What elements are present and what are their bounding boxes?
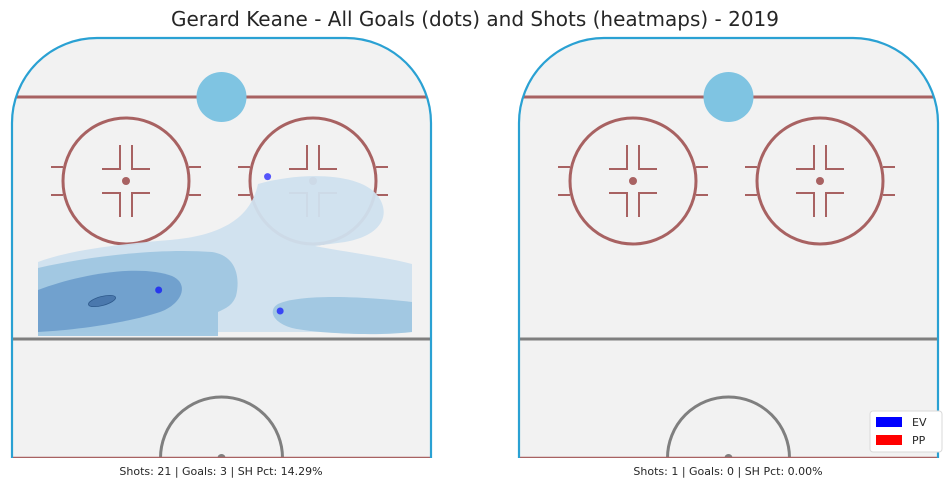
chart-title: Gerard Keane - All Goals (dots) and Shot… [171, 7, 779, 31]
center-dot [724, 454, 733, 458]
legend-label-pp: PP [912, 434, 926, 447]
legend-label-ev: EV [912, 416, 927, 429]
goal-crease [703, 72, 754, 122]
rink-ice [519, 38, 938, 458]
goal-point-0-1 [155, 286, 163, 294]
rink-panel-left [10, 36, 433, 458]
legend-swatch-pp [876, 435, 902, 445]
faceoff-circle-0-left [61, 116, 191, 246]
legend-swatch-ev [876, 417, 902, 427]
center-dot [217, 454, 226, 458]
faceoff-hashmarks-1-left [558, 145, 708, 217]
heatmap-level-4 [88, 294, 116, 308]
panel-right-caption: Shots: 1 | Goals: 0 | SH Pct: 0.00% [633, 465, 822, 478]
faceoff-dot-0-left [122, 177, 130, 185]
faceoff-hashmarks-1-right [745, 145, 895, 217]
boards [517, 36, 940, 458]
shot-heatmap [38, 176, 412, 336]
goal-point-0-2 [276, 307, 284, 315]
panel-left-caption: Shots: 21 | Goals: 3 | SH Pct: 14.29% [119, 465, 322, 478]
rink-panel-right [517, 36, 940, 458]
boards [10, 36, 433, 458]
faceoff-hashmarks-0-left [51, 145, 201, 217]
legend: EV PP [869, 410, 943, 453]
heatmap-level-2b [272, 297, 412, 335]
rink-markings [12, 72, 431, 458]
faceoff-dot-1-left [629, 177, 637, 185]
faceoff-circle-1-left [568, 116, 698, 246]
faceoff-dot-1-right [816, 177, 824, 185]
faceoff-circle-1-right [755, 116, 885, 246]
center-circle [159, 395, 284, 458]
goal-point-0-0 [264, 173, 272, 181]
center-circle [666, 395, 791, 458]
goal-crease [196, 72, 247, 122]
rink-markings [519, 72, 938, 458]
